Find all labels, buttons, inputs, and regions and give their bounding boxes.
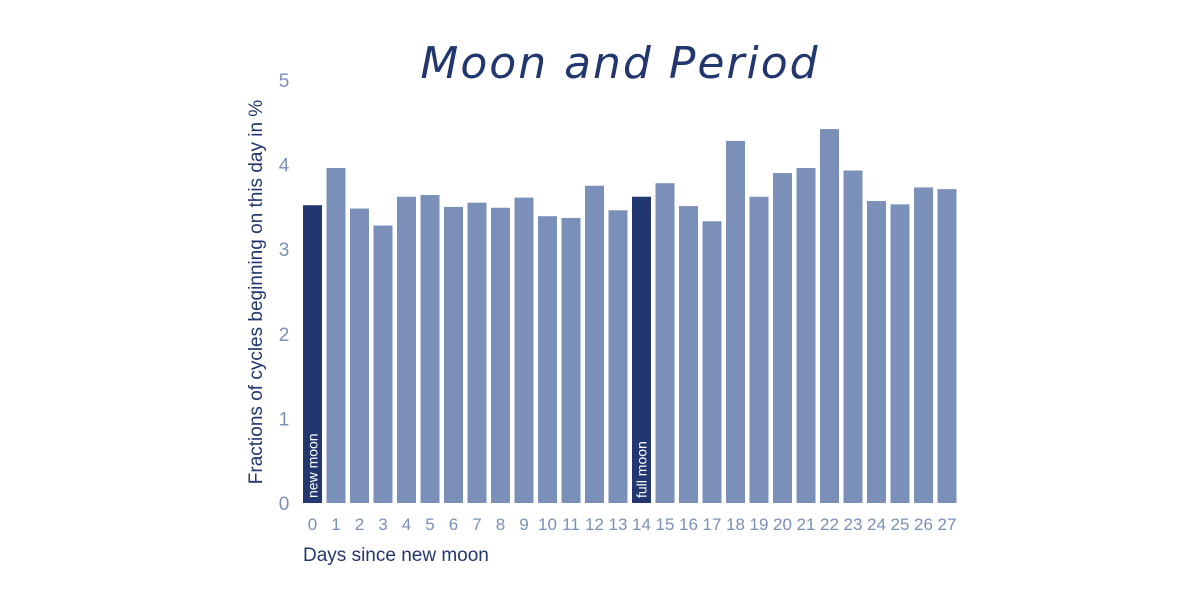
y-tick-label: 2	[279, 325, 290, 346]
bar	[561, 217, 581, 503]
bar-annotation: full moon	[634, 441, 650, 498]
x-tick-label: 12	[585, 515, 604, 534]
y-tick-label: 1	[279, 409, 290, 430]
x-tick-label: 20	[773, 515, 792, 534]
x-tick-label: 13	[609, 515, 628, 534]
bar	[843, 170, 863, 503]
x-tick-label: 8	[496, 515, 505, 534]
x-tick-label: 21	[797, 515, 816, 534]
x-tick-label: 1	[331, 515, 340, 534]
bar	[538, 216, 557, 503]
x-tick-label: 5	[425, 515, 434, 534]
bar	[749, 196, 769, 504]
bar	[491, 207, 510, 503]
x-tick-label: 11	[562, 515, 580, 534]
bar	[373, 225, 393, 503]
highlight-bar	[303, 205, 322, 503]
bar	[397, 196, 416, 504]
x-tick-label: 6	[449, 515, 458, 534]
bar	[608, 210, 628, 503]
x-tick-label: 14	[632, 515, 651, 534]
bar	[890, 204, 910, 503]
highlight-bar	[632, 196, 651, 504]
bars: new moon full moon	[303, 129, 957, 504]
x-axis-ticks: 0 1 2 3 4 5 6 7 8 9 10 11 12 13 14 15 16 17 18 19 20 21 22 23 24…	[308, 515, 957, 534]
x-tick-label: 2	[355, 515, 364, 534]
x-tick-label: 17	[703, 515, 722, 534]
bar	[914, 187, 933, 503]
x-tick-label: 16	[679, 515, 698, 534]
bar	[326, 167, 346, 503]
y-axis-label: Fractions of cycles beginning on this da…	[246, 100, 267, 485]
x-tick-label: 22	[820, 515, 839, 534]
x-tick-label: 9	[519, 515, 528, 534]
bar	[350, 208, 369, 504]
x-tick-label: 4	[402, 515, 411, 534]
bar-annotation: new moon	[305, 433, 321, 498]
chart-title: Moon and Period	[420, 38, 819, 89]
x-tick-label: 27	[938, 515, 957, 534]
bar	[820, 129, 839, 503]
bar	[726, 140, 745, 504]
bar	[655, 183, 675, 503]
y-tick-label: 5	[279, 71, 290, 92]
x-tick-label: 25	[891, 515, 910, 534]
y-axis-ticks: 0 1 2 3 4 5	[279, 71, 290, 515]
x-tick-label: 3	[378, 515, 387, 534]
bar	[420, 195, 440, 503]
bar	[937, 189, 957, 503]
x-tick-label: 18	[726, 515, 745, 534]
x-tick-label: 0	[308, 515, 317, 534]
y-tick-label: 0	[279, 494, 290, 515]
bar	[867, 200, 886, 503]
bar	[444, 206, 463, 503]
x-tick-label: 15	[656, 515, 675, 534]
bar	[702, 221, 722, 504]
bar	[773, 173, 792, 503]
bar	[467, 202, 487, 504]
x-tick-label: 23	[844, 515, 863, 534]
x-tick-label: 19	[750, 515, 769, 534]
x-tick-label: 24	[867, 515, 886, 534]
x-tick-label: 10	[538, 515, 557, 534]
bar	[514, 197, 534, 503]
bar	[585, 185, 604, 503]
bar	[679, 206, 698, 503]
y-tick-label: 3	[279, 240, 290, 261]
x-tick-label: 26	[914, 515, 933, 534]
x-tick-label: 7	[472, 515, 481, 534]
bar	[796, 167, 816, 503]
y-tick-label: 4	[279, 156, 290, 177]
x-axis-label: Days since new moon	[303, 545, 489, 566]
